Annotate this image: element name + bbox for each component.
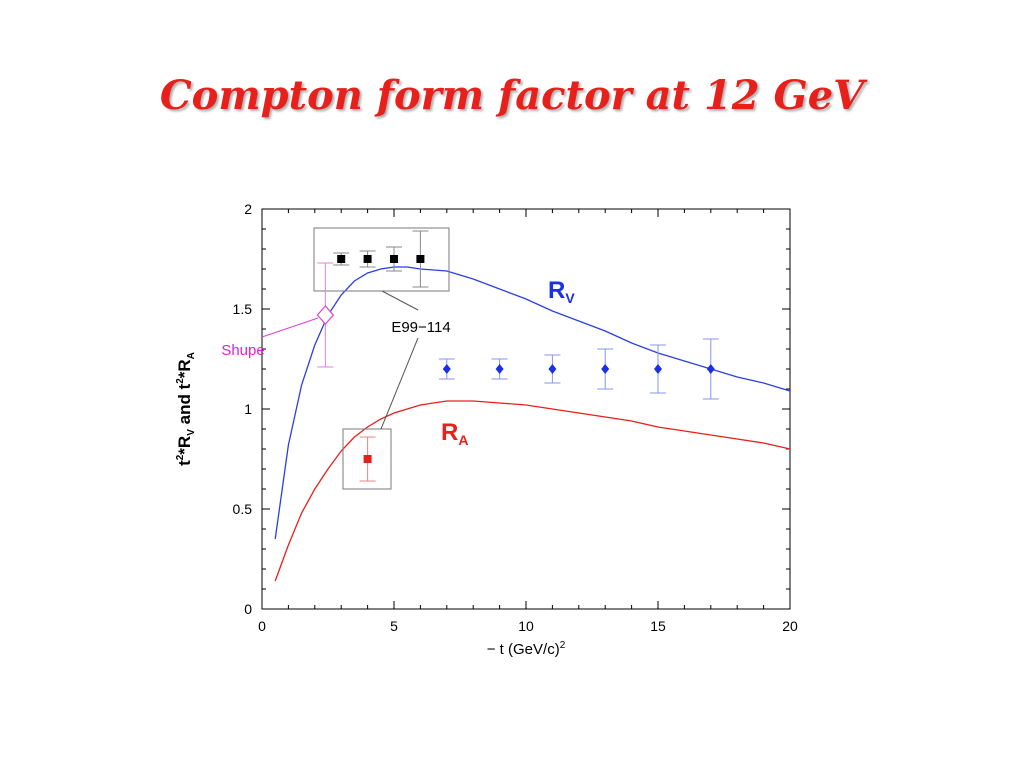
annotation-boxes bbox=[261, 227, 450, 490]
y-axis-label: t2*RV and t2*RA bbox=[175, 352, 197, 466]
y-tick-label: 0.5 bbox=[233, 501, 253, 517]
x-tick-label: 15 bbox=[650, 618, 666, 634]
projected-point bbox=[601, 364, 610, 374]
y-tick-labels: 0 0.5 1 1.5 2 bbox=[233, 201, 253, 617]
e99-ra-box bbox=[342, 428, 392, 490]
data-points bbox=[316, 230, 719, 482]
x-tick-labels: 0 5 10 15 20 bbox=[258, 618, 798, 634]
y-tick-label: 2 bbox=[244, 201, 252, 217]
series-line-rv bbox=[274, 266, 791, 540]
rv-series-label: RV bbox=[548, 277, 575, 306]
series-line-ra bbox=[274, 400, 791, 582]
ra-series-label: RA bbox=[441, 419, 468, 448]
projected-point bbox=[548, 364, 557, 374]
projected-point bbox=[442, 364, 451, 374]
axis-ticks bbox=[261, 208, 791, 610]
shupe-leader bbox=[261, 317, 319, 338]
shupe-point bbox=[316, 305, 335, 325]
x-tick-label: 20 bbox=[782, 618, 798, 634]
y-tick-label: 1 bbox=[244, 401, 252, 417]
slide-title: Compton form factor at 12 GeV bbox=[159, 72, 865, 119]
e99-114-rv-point bbox=[390, 255, 398, 263]
y-tick-label: 0 bbox=[244, 601, 252, 617]
x-tick-label: 5 bbox=[390, 618, 398, 634]
x-tick-label: 0 bbox=[258, 618, 266, 634]
e99-leader-upper bbox=[381, 290, 419, 311]
e99-114-ra-point bbox=[363, 455, 372, 463]
e99-114-rv-point bbox=[363, 255, 372, 263]
e99-leader-lower bbox=[380, 337, 419, 430]
x-tick-label: 10 bbox=[518, 618, 534, 634]
e99-114-rv-point bbox=[416, 255, 425, 263]
x-axis-label: − t (GeV/c)2 bbox=[487, 640, 566, 658]
projected-point bbox=[654, 364, 662, 374]
series-lines bbox=[274, 266, 791, 582]
projected-point bbox=[706, 364, 715, 374]
e99-rv-box bbox=[313, 227, 450, 292]
projected-point bbox=[495, 364, 504, 374]
shupe-annotation: Shupe bbox=[221, 342, 264, 359]
y-tick-label: 1.5 bbox=[233, 301, 253, 317]
plot-frame bbox=[261, 208, 791, 610]
e99-114-rv-point bbox=[337, 255, 346, 263]
e99-annotation: E99−114 bbox=[391, 319, 450, 336]
